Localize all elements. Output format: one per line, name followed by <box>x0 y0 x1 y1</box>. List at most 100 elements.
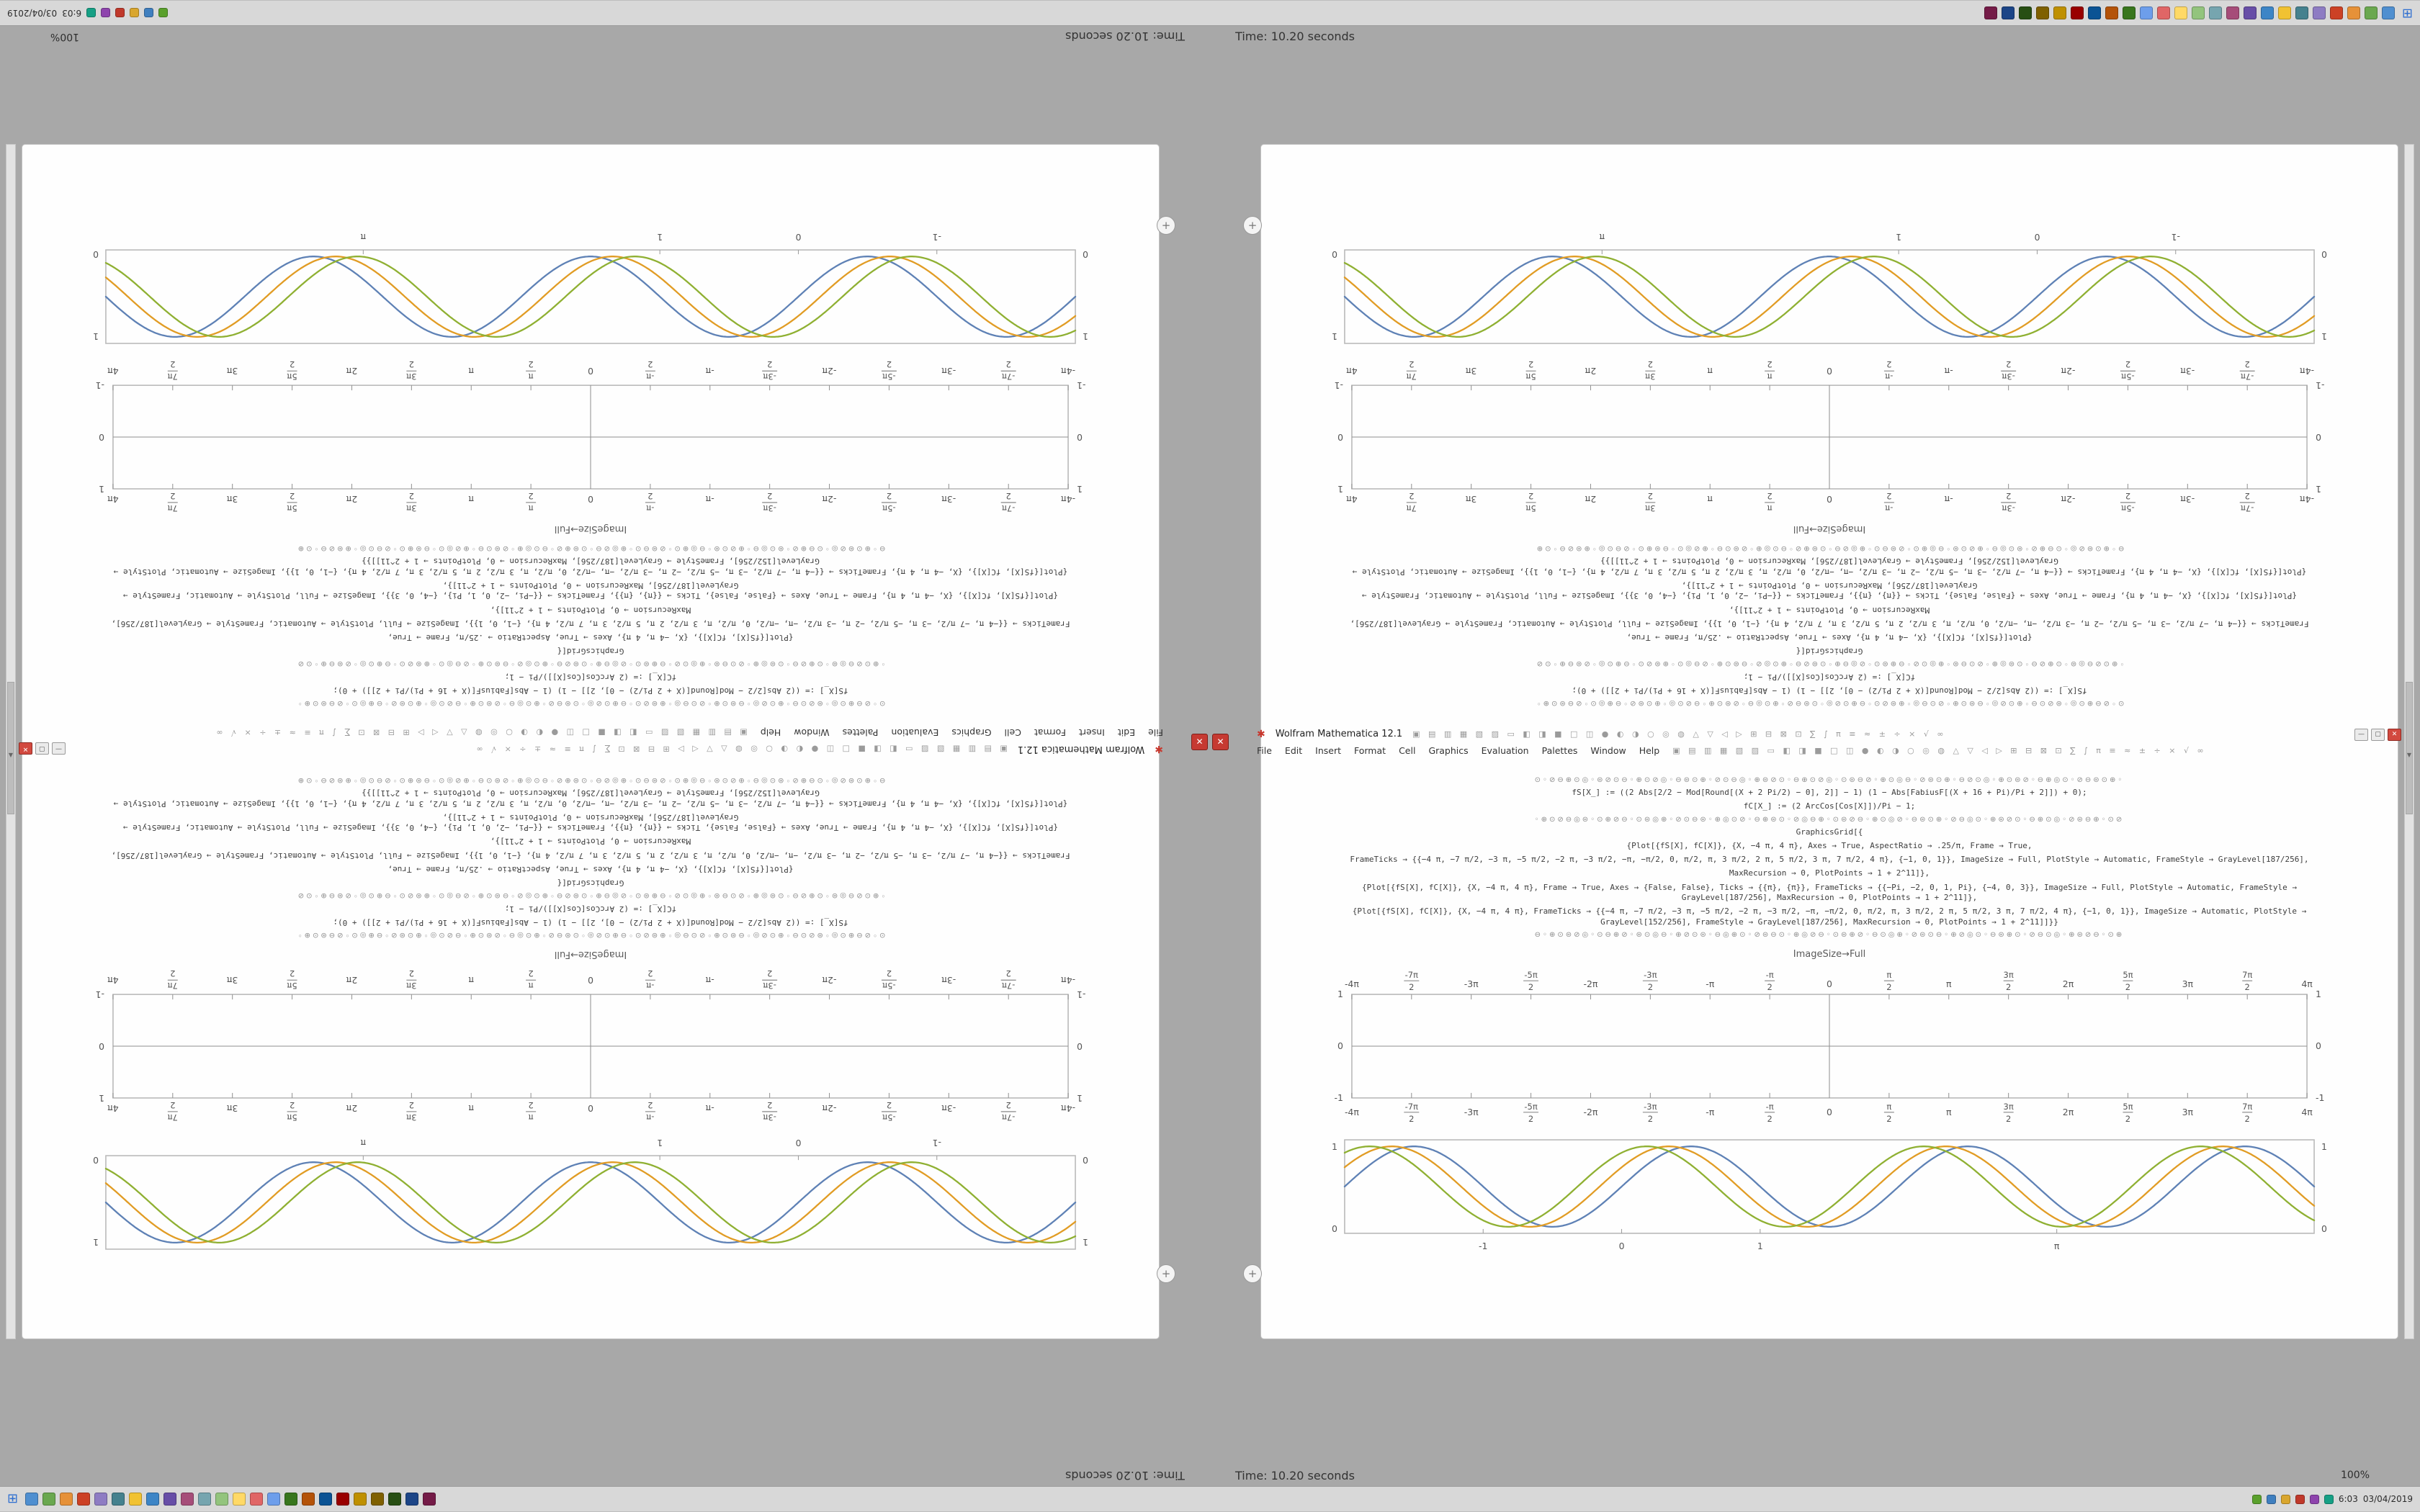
minimize-button[interactable]: — <box>2354 728 2368 741</box>
app-icon-7[interactable] <box>2277 6 2291 19</box>
app-icon-3[interactable] <box>2347 6 2360 19</box>
app-icon-10[interactable] <box>181 1493 194 1506</box>
menu-item-cell[interactable]: Cell <box>1004 727 1021 739</box>
cell-insert-button[interactable]: + <box>1157 1264 1175 1283</box>
close-notebook-icon[interactable]: ✕ <box>1191 733 1208 750</box>
app-icon-11[interactable] <box>2208 6 2222 19</box>
menu-item-evaluation[interactable]: Evaluation <box>891 727 939 739</box>
code-cell[interactable]: ⊙◦⊘⊖⊕⊙◎◦⊜⊘⊙⊖◦⊕⊙⊘◎◦⊖⊜⊙⊕◦⊘⊙⊖◎◦⊕⊜⊘⊙◦⊖⊕⊙⊘◎◦⊙… <box>1312 776 2347 939</box>
app-icon-13[interactable] <box>233 1493 246 1506</box>
scroll-down-icon[interactable]: ▼ <box>8 752 14 758</box>
menu-item-graphics[interactable]: Graphics <box>951 727 992 739</box>
scrollbar-right[interactable]: ▲ ▼ <box>2404 144 2414 1339</box>
app-icon-15[interactable] <box>2139 6 2153 19</box>
menu-item-window[interactable]: Window <box>1590 744 1626 756</box>
menu-item-window[interactable]: Window <box>794 727 830 739</box>
restore-button[interactable]: ▢ <box>2371 728 2385 741</box>
app-icon-24[interactable] <box>423 1493 436 1506</box>
restore-button[interactable]: ▢ <box>35 742 49 755</box>
app-icon-21[interactable] <box>371 1493 385 1506</box>
tray-icon-4[interactable] <box>115 8 125 18</box>
app-icon-12[interactable] <box>215 1493 229 1506</box>
menu-item-help[interactable]: Help <box>760 727 781 739</box>
menu-item-file[interactable]: File <box>1148 727 1163 739</box>
app-icon-8[interactable] <box>2260 6 2274 19</box>
format-toolbar-row[interactable]: ▣ ▤ ▥ ▦ ▧ ▨ ▭ ◧ ◨ ■ □ ◫ ● ◐ ◑ ○ ◎ ◍ △ ▽ … <box>213 728 748 738</box>
tray-icon-6[interactable] <box>86 8 97 18</box>
close-notebook-icon[interactable]: ✕ <box>1212 733 1229 750</box>
tray-icon-1[interactable] <box>158 8 169 18</box>
app-icon-11[interactable] <box>198 1493 212 1506</box>
menu-item-edit[interactable]: Edit <box>1284 744 1303 756</box>
app-icon-20[interactable] <box>354 1493 367 1506</box>
menu-item-format[interactable]: Format <box>1354 744 1386 756</box>
close-button[interactable]: ✕ <box>2388 728 2401 741</box>
cell-insert-button[interactable]: + <box>1157 216 1175 235</box>
tray-icon-1[interactable] <box>2251 1494 2262 1504</box>
app-icon-9[interactable] <box>2243 6 2257 19</box>
menu-item-help[interactable]: Help <box>1639 744 1660 756</box>
app-icon-16[interactable] <box>284 1493 298 1506</box>
scrollbar-thumb[interactable] <box>2406 682 2413 815</box>
menu-item-palettes[interactable]: Palettes <box>1541 744 1578 756</box>
scrollbar-thumb[interactable] <box>7 682 14 815</box>
app-icon-14[interactable] <box>2156 6 2170 19</box>
menu-item-insert[interactable]: Insert <box>1315 744 1341 756</box>
format-toolbar-row[interactable]: ▣ ▤ ▥ ▦ ▧ ▨ ▭ ◧ ◨ ■ □ ◫ ● ◐ ◑ ○ ◎ ◍ △ ▽ … <box>1672 745 2207 755</box>
app-icon-5[interactable] <box>2312 6 2326 19</box>
app-icon-18[interactable] <box>2087 6 2101 19</box>
cell-insert-button[interactable]: + <box>1243 216 1262 235</box>
tray-icon-3[interactable] <box>2280 1494 2290 1504</box>
tray-icon-5[interactable] <box>101 8 111 18</box>
app-icon-2[interactable] <box>2364 6 2378 19</box>
tray-icon-3[interactable] <box>130 8 140 18</box>
code-cell[interactable]: ⊙◦⊘⊖⊕⊙◎◦⊜⊘⊙⊖◦⊕⊙⊘◎◦⊖⊜⊙⊕◦⊘⊙⊖◎◦⊕⊜⊘⊙◦⊖⊕⊙⊘◎◦⊙… <box>1312 544 2347 707</box>
app-icon-10[interactable] <box>2226 6 2239 19</box>
app-icon-20[interactable] <box>2053 6 2066 19</box>
menu-item-file[interactable]: File <box>1257 744 1272 756</box>
menu-item-palettes[interactable]: Palettes <box>842 727 879 739</box>
tray-icon-6[interactable] <box>2323 1494 2334 1504</box>
scrollbar-left[interactable]: ▲ ▼ <box>6 144 16 1339</box>
app-icon-4[interactable] <box>2329 6 2343 19</box>
app-icon-19[interactable] <box>2070 6 2084 19</box>
zoom-indicator[interactable]: 100% <box>2340 1470 2370 1481</box>
app-icon-13[interactable] <box>2174 6 2187 19</box>
app-icon-6[interactable] <box>2295 6 2308 19</box>
app-icon-22[interactable] <box>388 1493 402 1506</box>
app-icon-22[interactable] <box>2018 6 2032 19</box>
toolbar-icons-row[interactable]: ▣ ▤ ▥ ▦ ▧ ▨ ▭ ◧ ◨ ■ □ ◫ ● ◐ ◑ ○ ◎ ◍ △ ▽ … <box>1412 729 1947 739</box>
start-button[interactable]: ⊞ <box>7 1491 19 1506</box>
app-icon-23[interactable] <box>2001 6 2015 19</box>
app-icon-9[interactable] <box>163 1493 177 1506</box>
taskbar-mirrored[interactable]: ⊞ 6:03 03/04/2019 <box>0 0 2420 26</box>
zoom-indicator[interactable]: 100% <box>50 31 80 42</box>
app-icon-5[interactable] <box>94 1493 108 1506</box>
app-icon-16[interactable] <box>2122 6 2136 19</box>
app-icon-4[interactable] <box>77 1493 91 1506</box>
start-button[interactable]: ⊞ <box>2401 6 2413 21</box>
app-icon-3[interactable] <box>60 1493 73 1506</box>
menu-item-format[interactable]: Format <box>1034 727 1066 739</box>
app-icon-19[interactable] <box>336 1493 350 1506</box>
app-icon-2[interactable] <box>42 1493 56 1506</box>
close-button[interactable]: ✕ <box>19 742 32 755</box>
app-icon-15[interactable] <box>267 1493 281 1506</box>
menu-item-graphics[interactable]: Graphics <box>1428 744 1469 756</box>
menu-item-edit[interactable]: Edit <box>1117 727 1136 739</box>
app-icon-6[interactable] <box>112 1493 125 1506</box>
menu-item-insert[interactable]: Insert <box>1079 727 1105 739</box>
taskbar[interactable]: ⊞ 6:03 03/04/2019 <box>0 1486 2420 1512</box>
app-icon-23[interactable] <box>405 1493 419 1506</box>
app-icon-7[interactable] <box>129 1493 143 1506</box>
app-icon-17[interactable] <box>302 1493 315 1506</box>
app-icon-1[interactable] <box>2381 6 2395 19</box>
app-icon-14[interactable] <box>250 1493 264 1506</box>
menu-item-evaluation[interactable]: Evaluation <box>1481 744 1529 756</box>
app-icon-21[interactable] <box>2035 6 2049 19</box>
app-icon-17[interactable] <box>2105 6 2118 19</box>
tray-icon-5[interactable] <box>2309 1494 2319 1504</box>
code-cell[interactable]: ⊙◦⊘⊖⊕⊙◎◦⊜⊘⊙⊖◦⊕⊙⊘◎◦⊖⊜⊙⊕◦⊘⊙⊖◎◦⊕⊜⊘⊙◦⊖⊕⊙⊘◎◦⊙… <box>73 776 1108 939</box>
app-icon-12[interactable] <box>2191 6 2205 19</box>
tray-icon-2[interactable] <box>2266 1494 2276 1504</box>
